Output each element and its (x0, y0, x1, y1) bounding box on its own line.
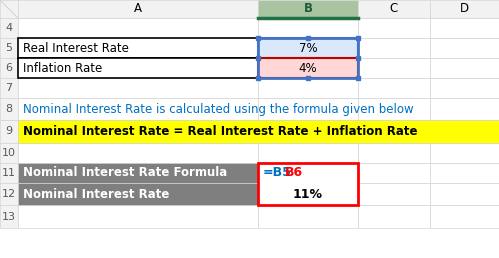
Bar (258, 205, 358, 228)
Bar (258, 98, 358, 120)
Bar (258, 163, 358, 205)
Bar (358, 143, 430, 163)
Bar (258, 38, 358, 58)
Text: Real Interest Rate: Real Interest Rate (23, 42, 129, 54)
Bar (0, 0, 18, 18)
Bar (258, 163, 358, 183)
Bar (18, 0, 258, 18)
Bar (258, 143, 358, 163)
Bar (0, 58, 18, 78)
Text: =B5: =B5 (263, 166, 292, 180)
Text: B6: B6 (285, 166, 303, 180)
Bar (430, 58, 499, 78)
Bar (358, 120, 430, 143)
Text: A: A (134, 3, 142, 15)
Bar (258, 163, 358, 183)
Text: 9: 9 (5, 126, 12, 136)
Text: B: B (303, 3, 312, 15)
Text: Nominal Interest Rate: Nominal Interest Rate (23, 188, 169, 200)
Bar (430, 120, 499, 143)
Bar (18, 98, 258, 120)
Bar (430, 98, 499, 120)
Text: 4%: 4% (299, 61, 317, 75)
Text: Nominal Interest Rate is calculated using the formula given below: Nominal Interest Rate is calculated usin… (23, 102, 414, 116)
Text: 11: 11 (2, 168, 16, 178)
Bar (258, 38, 358, 78)
Bar (18, 183, 258, 205)
Bar (430, 183, 499, 205)
Bar (0, 163, 18, 183)
Bar (0, 18, 18, 38)
Text: Nominal Interest Rate = Real Interest Rate + Inflation Rate: Nominal Interest Rate = Real Interest Ra… (23, 125, 418, 138)
Bar (258, 183, 358, 205)
Bar (18, 18, 258, 38)
Bar (358, 78, 430, 98)
Bar (18, 205, 258, 228)
Bar (358, 98, 430, 120)
Text: 6: 6 (5, 63, 12, 73)
Bar (430, 143, 499, 163)
Bar (430, 0, 499, 18)
Bar (258, 58, 358, 78)
Text: C: C (390, 3, 398, 15)
Text: 7%: 7% (299, 42, 317, 54)
Bar (18, 78, 258, 98)
Bar (258, 0, 358, 18)
Bar (18, 38, 258, 58)
Bar (258, 120, 358, 143)
Bar (430, 163, 499, 183)
Bar (358, 18, 430, 38)
Text: 4: 4 (5, 23, 12, 33)
Bar (358, 58, 430, 78)
Text: 12: 12 (2, 189, 16, 199)
Bar (0, 78, 18, 98)
Bar (18, 120, 499, 143)
Bar (358, 38, 430, 58)
Bar (430, 78, 499, 98)
Bar (358, 205, 430, 228)
Bar (430, 38, 499, 58)
Text: Nominal Interest Rate Formula: Nominal Interest Rate Formula (23, 166, 227, 180)
Bar (18, 58, 258, 78)
Bar (0, 205, 18, 228)
Text: 7: 7 (5, 83, 12, 93)
Bar (358, 0, 430, 18)
Bar (0, 143, 18, 163)
Bar (358, 163, 430, 183)
Bar (430, 18, 499, 38)
Bar (18, 58, 258, 78)
Bar (18, 163, 258, 183)
Text: 10: 10 (2, 148, 16, 158)
Bar (18, 120, 258, 143)
Bar (258, 183, 358, 205)
Bar (18, 143, 258, 163)
Bar (18, 163, 258, 183)
Text: 11%: 11% (293, 188, 323, 200)
Text: 8: 8 (5, 104, 12, 114)
Bar (258, 18, 358, 38)
Bar (258, 38, 358, 58)
Bar (18, 38, 258, 58)
Bar (0, 98, 18, 120)
Bar (258, 78, 358, 98)
Text: Inflation Rate: Inflation Rate (23, 61, 102, 75)
Bar (430, 205, 499, 228)
Bar (358, 183, 430, 205)
Bar (0, 183, 18, 205)
Bar (18, 183, 258, 205)
Bar (0, 38, 18, 58)
Bar (0, 120, 18, 143)
Bar (258, 58, 358, 78)
Text: D: D (460, 3, 469, 15)
Text: 13: 13 (2, 212, 16, 222)
Text: 5: 5 (5, 43, 12, 53)
